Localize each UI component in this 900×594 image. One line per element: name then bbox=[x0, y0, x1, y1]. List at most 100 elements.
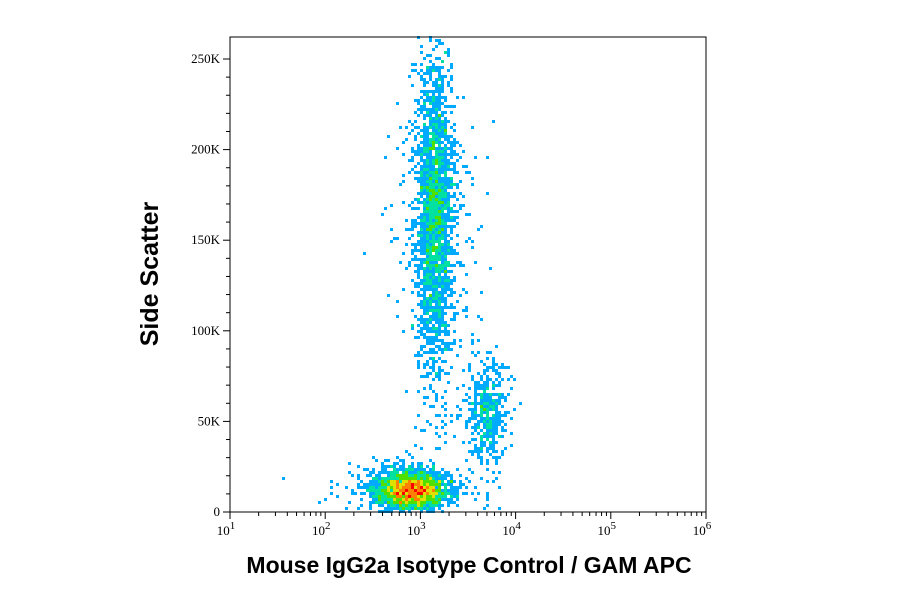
event-point bbox=[498, 396, 501, 399]
event-point bbox=[438, 69, 441, 72]
event-point bbox=[495, 426, 498, 429]
event-point bbox=[438, 378, 441, 381]
event-point bbox=[441, 321, 444, 324]
event-point bbox=[387, 480, 390, 483]
event-point bbox=[450, 303, 453, 306]
event-point bbox=[426, 240, 429, 243]
event-point bbox=[432, 306, 435, 309]
event-point bbox=[420, 51, 423, 54]
event-point bbox=[447, 471, 450, 474]
event-point bbox=[405, 483, 408, 486]
event-point bbox=[450, 105, 453, 108]
event-point bbox=[408, 498, 411, 501]
event-point bbox=[429, 264, 432, 267]
event-point bbox=[489, 453, 492, 456]
event-point bbox=[402, 492, 405, 495]
event-point bbox=[462, 483, 465, 486]
event-point bbox=[438, 66, 441, 69]
event-point bbox=[459, 345, 462, 348]
event-point bbox=[366, 486, 369, 489]
event-point bbox=[423, 501, 426, 504]
event-point bbox=[435, 279, 438, 282]
event-point bbox=[462, 399, 465, 402]
event-point bbox=[390, 495, 393, 498]
event-point bbox=[432, 327, 435, 330]
event-point bbox=[474, 399, 477, 402]
event-point bbox=[420, 69, 423, 72]
event-point bbox=[435, 180, 438, 183]
event-point bbox=[450, 474, 453, 477]
event-point bbox=[483, 441, 486, 444]
event-point bbox=[435, 135, 438, 138]
event-point bbox=[450, 135, 453, 138]
event-point bbox=[414, 165, 417, 168]
event-point bbox=[444, 390, 447, 393]
event-point bbox=[426, 147, 429, 150]
event-point bbox=[441, 192, 444, 195]
event-point bbox=[435, 105, 438, 108]
event-point bbox=[453, 291, 456, 294]
event-point bbox=[399, 495, 402, 498]
event-point bbox=[435, 255, 438, 258]
event-point bbox=[453, 183, 456, 186]
event-point bbox=[432, 168, 435, 171]
event-point bbox=[450, 90, 453, 93]
event-point bbox=[402, 141, 405, 144]
event-point bbox=[441, 342, 444, 345]
event-point bbox=[471, 342, 474, 345]
event-point bbox=[435, 159, 438, 162]
event-point bbox=[423, 189, 426, 192]
event-point bbox=[471, 438, 474, 441]
event-point bbox=[405, 138, 408, 141]
event-point bbox=[444, 261, 447, 264]
event-point bbox=[453, 171, 456, 174]
event-point bbox=[465, 165, 468, 168]
event-point bbox=[414, 111, 417, 114]
event-point bbox=[432, 213, 435, 216]
event-point bbox=[420, 222, 423, 225]
event-point bbox=[426, 168, 429, 171]
event-point bbox=[438, 276, 441, 279]
event-point bbox=[429, 54, 432, 57]
event-point bbox=[384, 507, 387, 510]
event-point bbox=[357, 483, 360, 486]
event-point bbox=[486, 399, 489, 402]
event-point bbox=[453, 210, 456, 213]
event-point bbox=[405, 486, 408, 489]
x-axis-label: Mouse IgG2a Isotype Control / GAM APC bbox=[246, 552, 691, 578]
event-point bbox=[381, 495, 384, 498]
event-point bbox=[429, 306, 432, 309]
event-point bbox=[450, 63, 453, 66]
event-point bbox=[444, 75, 447, 78]
event-point bbox=[381, 471, 384, 474]
event-point bbox=[444, 189, 447, 192]
event-point bbox=[498, 507, 501, 510]
event-point bbox=[429, 279, 432, 282]
event-point bbox=[369, 492, 372, 495]
event-point bbox=[393, 468, 396, 471]
event-point bbox=[438, 231, 441, 234]
event-point bbox=[498, 384, 501, 387]
event-point bbox=[435, 294, 438, 297]
event-point bbox=[441, 186, 444, 189]
event-point bbox=[438, 321, 441, 324]
event-point bbox=[432, 360, 435, 363]
event-point bbox=[372, 498, 375, 501]
event-point bbox=[429, 99, 432, 102]
event-point bbox=[408, 507, 411, 510]
event-point bbox=[447, 345, 450, 348]
event-point bbox=[465, 291, 468, 294]
event-point bbox=[438, 291, 441, 294]
event-point bbox=[450, 498, 453, 501]
event-point bbox=[456, 222, 459, 225]
event-point bbox=[432, 174, 435, 177]
event-point bbox=[426, 489, 429, 492]
y-tick-label: 0 bbox=[214, 504, 221, 519]
event-point bbox=[489, 267, 492, 270]
event-point bbox=[423, 507, 426, 510]
event-point bbox=[426, 99, 429, 102]
event-point bbox=[417, 360, 420, 363]
event-point bbox=[495, 462, 498, 465]
event-point bbox=[420, 303, 423, 306]
event-point bbox=[429, 171, 432, 174]
